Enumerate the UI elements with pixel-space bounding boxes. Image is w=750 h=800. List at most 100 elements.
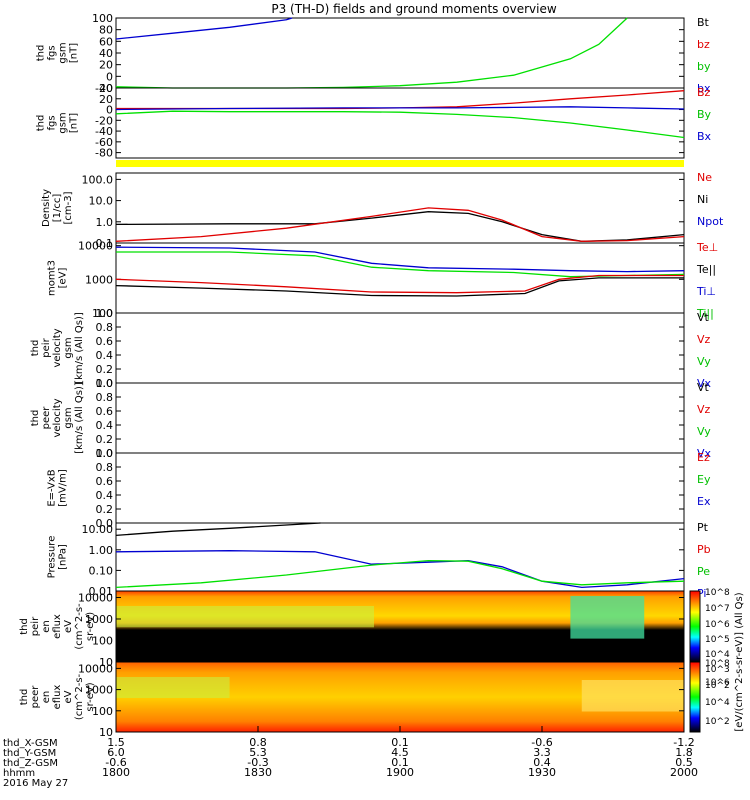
y-tick-label: -80 [95, 147, 113, 160]
x-tick-label: 1900 [386, 766, 414, 779]
y-axis-label-line: fgs [47, 115, 58, 130]
colorbar-tick-label: 10^5 [705, 635, 730, 645]
y-axis-label-line: sr-eV) [85, 612, 96, 641]
y-axis-label-line: peer [41, 406, 52, 430]
panel-9: 10000100010010thdpeirenefluxeV(cm^2-s-sr… [19, 590, 685, 669]
legend-Te⊥: Te⊥ [696, 241, 718, 254]
legend-by: by [697, 60, 711, 73]
y-axis-label-line: [km/s (All Qs)] [74, 382, 85, 454]
y-axis-label-line: [nPa] [58, 544, 69, 570]
y-axis-label-line: [nT] [69, 43, 80, 63]
panel-8: 10.00 1.00 0.10 0.01 Pressure[nPa] Pt Pb Pe Pi [47, 521, 711, 600]
x-tick-label: 3.3 [533, 746, 551, 759]
y-tick-label: 40 [99, 82, 113, 95]
spectrogram-feature [570, 596, 645, 639]
panel-frame [115, 312, 685, 384]
legend-Ti||: Ti|| [696, 307, 714, 320]
spectrogram-feature [581, 680, 684, 712]
date-label: 2016 May 27 [3, 778, 68, 789]
y-axis-label-line: [km/s (All Qs)] [74, 312, 85, 384]
legend-Pt: Pt [697, 521, 709, 534]
y-tick-label: 20 [99, 93, 113, 106]
y-tick-label: 100.0 [82, 173, 114, 186]
y-tick-label: 0.2 [96, 363, 114, 376]
legend-Vz: Vz [697, 403, 711, 416]
x-tick-label: -0.3 [247, 756, 268, 769]
colorbar-tick-label: 10^6 [705, 678, 730, 688]
panels: 100806040200-20thdfgsgsm[nT]Btbzbybx4020… [19, 12, 724, 739]
legend-Ni: Ni [697, 193, 708, 206]
status-bar [116, 160, 684, 167]
x-row-label: thd_Z-GSM [3, 758, 58, 769]
legend-bz: bz [697, 38, 710, 51]
colorbar-tick-label: 10^6 [705, 620, 730, 630]
legend-Pi: Pi [697, 587, 706, 600]
y-tick-label: 0.1 [96, 237, 114, 250]
series-Bz [116, 90, 685, 110]
y-tick-label: 40 [99, 47, 113, 60]
y-axis-label: Density[1/cc][cm-3] [41, 189, 74, 227]
colorbar-tick-label: 10^8 [705, 588, 730, 598]
y-axis-label-line: Density [41, 189, 52, 227]
y-axis-label-line: [nT] [69, 113, 80, 133]
x-tick-label: 0.4 [533, 756, 551, 769]
y-tick-label: -60 [95, 136, 113, 149]
series-by [115, 17, 628, 89]
y-axis-label-line: peir [30, 616, 41, 636]
y-axis-label: thdpeerenefluxeV(cm^2-s-sr-eV) [19, 673, 96, 720]
y-axis-label-line: thd [30, 340, 41, 357]
series-Pi [115, 550, 685, 589]
colorbar-2 [689, 661, 701, 733]
y-tick-label: 0.6 [96, 405, 114, 418]
x-tick-label: -1.2 [673, 736, 694, 749]
y-tick-label: 0.6 [96, 475, 114, 488]
x-axis-labels: thd_X-GSM 1.5 0.8 0.1 -0.6 -1.2 thd_Y-GSM 6.0 5.… [3, 726, 698, 789]
y-tick-label: 100 [92, 12, 113, 25]
series-Bt [115, 17, 293, 40]
y-axis-label: momt3[eV] [47, 260, 69, 296]
series-Ne [115, 207, 685, 242]
y-tick-label: -20 [95, 114, 113, 127]
x-tick-label: 1.8 [675, 746, 693, 759]
legend-Ez: Ez [697, 451, 710, 464]
y-tick-label: 0.01 [89, 585, 114, 598]
y-axis-label-line: sr-eV) [85, 682, 96, 711]
legend-Bx: Bx [697, 130, 712, 143]
panel-3: 100.0 10.0 1.0 0.1 Density[1/cc][cm-3] Ne Ni Np… [41, 171, 724, 250]
legend-Ex: Ex [697, 495, 711, 508]
panel-frame [115, 452, 685, 524]
colorbar-label: [eV/(cm^2-s-sr-eV)] (All Qs) [734, 592, 745, 731]
y-tick-label: 0.8 [96, 391, 114, 404]
y-tick-label: -40 [95, 125, 113, 138]
y-tick-label: 20 [99, 59, 113, 72]
y-tick-label: 0.0 [96, 517, 114, 530]
y-axis-label: thdpeirenefluxeV(cm^2-s-sr-eV) [19, 603, 96, 650]
y-tick-label: 0.0 [96, 447, 114, 460]
y-tick-label: 0.6 [96, 335, 114, 348]
x-row-label: thd_X-GSM [3, 738, 58, 749]
y-axis-label-line: thd [30, 410, 41, 427]
x-tick-label: 4.5 [391, 746, 409, 759]
y-axis-label: Pressure[nPa] [47, 536, 69, 579]
y-tick-label: 60 [99, 35, 113, 48]
y-tick-label: 1000 [85, 684, 113, 697]
y-axis-label-line: gsm [63, 337, 74, 358]
y-axis-label-line: momt3 [47, 260, 58, 296]
y-axis-label: thdfgsgsm[nT] [36, 42, 80, 63]
y-tick-label: 10 [99, 726, 113, 739]
y-axis-label-line: eflux [52, 685, 63, 710]
series-Pe [115, 559, 685, 589]
x-tick-label: 5.3 [249, 746, 267, 759]
panel-frame [115, 172, 685, 244]
panel-frame [115, 522, 685, 592]
panel-frame [115, 17, 685, 89]
colorbar-tick-label: 10^3 [705, 665, 730, 675]
y-tick-label: 0.4 [96, 419, 114, 432]
series-Ti_par [116, 251, 685, 278]
x-tick-label: 0.5 [675, 756, 693, 769]
x-tick-label: 0.1 [391, 756, 409, 769]
y-axis-label: thdfgsgsm[nT] [36, 112, 80, 133]
